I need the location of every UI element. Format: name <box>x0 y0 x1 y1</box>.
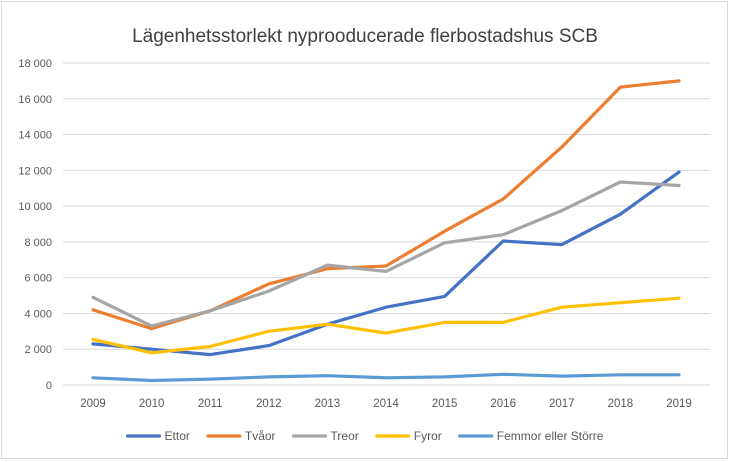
y-tick-label: 16 000 <box>18 94 52 106</box>
legend-label: Ettor <box>165 429 190 443</box>
x-tick-label: 2016 <box>490 398 516 410</box>
series-line-2 <box>91 79 681 331</box>
series-line-1 <box>91 170 681 357</box>
y-tick-label: 8 000 <box>24 237 52 249</box>
series-lines <box>91 79 681 383</box>
y-tick-label: 12 000 <box>18 165 52 177</box>
x-axis-ticks: 2009 2010 2011 2012 2013 2014 2015 2016 2017 2018… <box>80 398 692 410</box>
x-tick-label: 2012 <box>256 398 282 410</box>
x-tick-label: 2011 <box>198 398 223 410</box>
x-tick-label: 2009 <box>80 398 106 410</box>
gridlines <box>63 62 710 386</box>
legend-label: Fyror <box>414 429 442 443</box>
legend-label: Femmor eller Större <box>497 429 604 443</box>
legend: Ettor Tvåor Treor Fyror Femmor eller Större <box>125 429 604 443</box>
y-tick-label: 14 000 <box>18 130 52 142</box>
x-tick-label: 2015 <box>432 398 458 410</box>
legend-label: Treor <box>331 429 359 443</box>
y-tick-label: 10 000 <box>18 201 52 213</box>
y-tick-label: 4 000 <box>24 308 52 320</box>
y-tick-label: 6 000 <box>24 273 52 285</box>
x-tick-label: 2019 <box>666 398 692 410</box>
y-axis-ticks: 0 2 000 4 000 6 000 8 000 10 000 12 000 14 000 1… <box>18 58 52 392</box>
legend-label: Tvåor <box>245 429 276 443</box>
x-tick-label: 2017 <box>549 398 575 410</box>
x-tick-label: 2014 <box>373 398 399 410</box>
x-tick-label: 2018 <box>608 398 634 410</box>
x-tick-label: 2013 <box>315 398 341 410</box>
y-tick-label: 2 000 <box>24 344 52 356</box>
x-tick-label: 2010 <box>139 398 165 410</box>
series-line-4 <box>91 296 681 355</box>
y-tick-label: 18 000 <box>18 58 52 70</box>
series-line-3 <box>91 180 681 328</box>
chart-title: Lägenhetsstorlekt nyprooducerade flerbos… <box>132 26 598 47</box>
y-tick-label: 0 <box>46 380 52 392</box>
series-line-5 <box>91 372 681 383</box>
